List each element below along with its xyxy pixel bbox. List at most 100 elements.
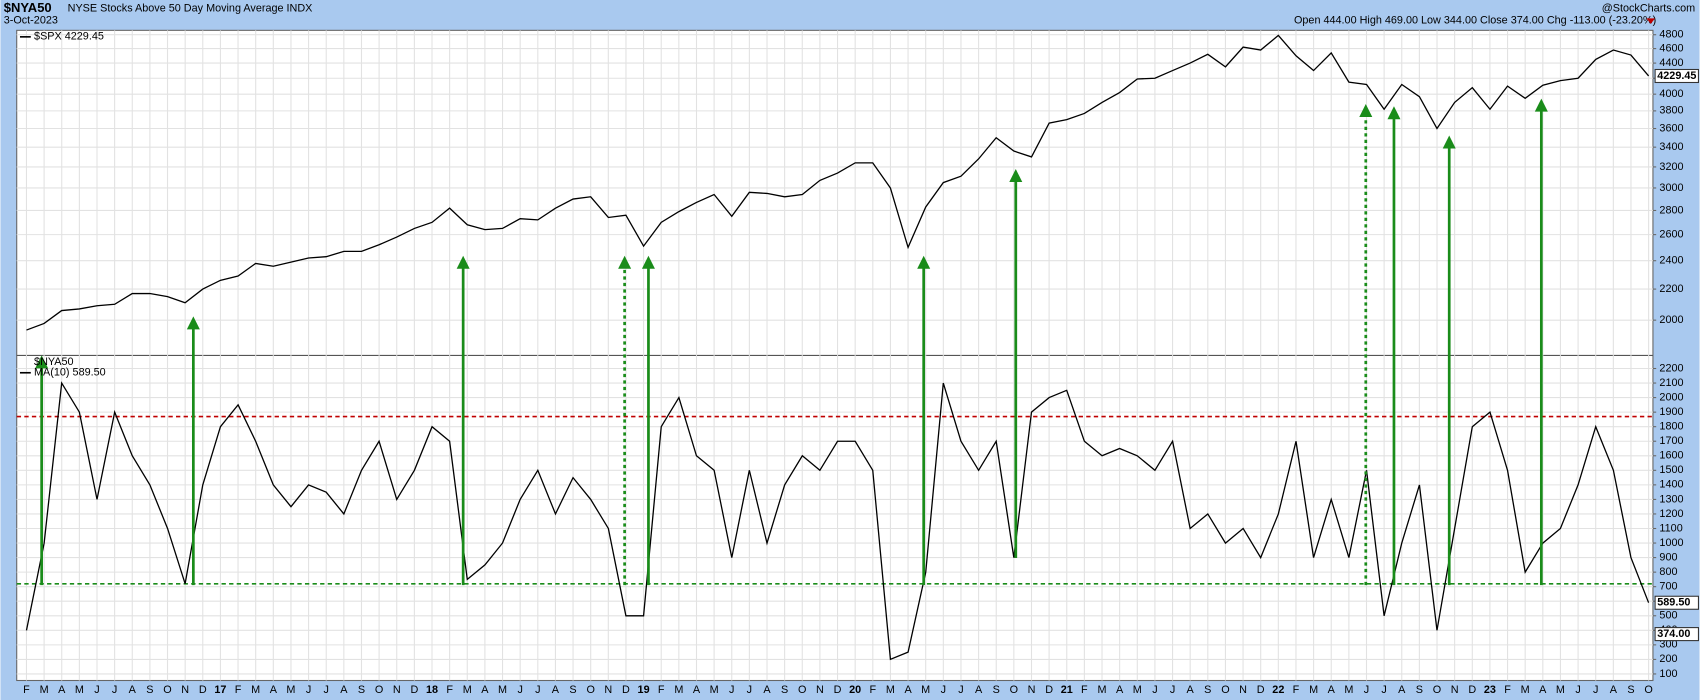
x-tick-label: M — [710, 684, 719, 696]
y-tick-label: 3800 — [1659, 105, 1683, 117]
x-tick-label: O — [1221, 684, 1229, 696]
symbol: $NYA50 — [4, 0, 52, 15]
x-tick-label: F — [446, 684, 453, 696]
x-tick-label: 17 — [214, 684, 226, 696]
end-label: 589.50 — [1657, 597, 1690, 609]
x-tick-label: 20 — [849, 684, 861, 696]
x-tick-label: J — [1575, 684, 1580, 696]
x-tick-label: O — [375, 684, 383, 696]
x-tick-label: A — [1610, 684, 1618, 696]
y-tick-label: 500 — [1659, 610, 1677, 622]
x-tick-label: O — [798, 684, 806, 696]
x-tick-label: N — [816, 684, 824, 696]
y-tick-label: 3600 — [1659, 122, 1683, 134]
x-tick-label: 21 — [1061, 684, 1073, 696]
x-tick-label: S — [1416, 684, 1423, 696]
y-tick-label: 200 — [1659, 653, 1677, 665]
y-tick-label: 1600 — [1659, 450, 1683, 462]
x-tick-label: M — [1133, 684, 1142, 696]
y-tick-label: 4000 — [1659, 88, 1683, 100]
y-tick-label: 900 — [1659, 551, 1677, 563]
x-tick-label: F — [1504, 684, 1511, 696]
y-tick-label: 4400 — [1659, 57, 1683, 69]
y-tick-label: 3200 — [1659, 161, 1683, 173]
title: NYSE Stocks Above 50 Day Moving Average … — [68, 3, 313, 15]
series-line — [25, 381, 1650, 661]
arrow-head — [456, 255, 470, 269]
x-tick-label: D — [410, 684, 418, 696]
x-tick-label: N — [1239, 684, 1247, 696]
signal-arrows — [35, 98, 1548, 586]
end-label-box — [1654, 627, 1699, 642]
legend-label: MA(10) 589.50 — [34, 367, 106, 379]
x-tick-label: D — [1257, 684, 1265, 696]
y-tick-label: 2800 — [1659, 204, 1683, 216]
x-tick-label: J — [1152, 684, 1157, 696]
x-tick-label: A — [1328, 684, 1336, 696]
y-tick-label: 4600 — [1659, 42, 1683, 54]
x-tick-label: A — [904, 684, 912, 696]
end-label-box — [1654, 595, 1699, 610]
y-tick-label: 800 — [1659, 566, 1677, 578]
x-tick-label: S — [1204, 684, 1211, 696]
x-tick-label: J — [729, 684, 734, 696]
arrow-head — [1359, 104, 1373, 118]
x-tick-label: F — [235, 684, 242, 696]
legend-label: $NYA50 — [34, 356, 74, 368]
x-tick-label: O — [1010, 684, 1018, 696]
x-tick-label: A — [552, 684, 560, 696]
y-tick-label: 1300 — [1659, 493, 1683, 505]
arrow-head — [618, 255, 632, 269]
x-tick-label: A — [1539, 684, 1547, 696]
x-tick-label: M — [921, 684, 930, 696]
x-tick-label: A — [481, 684, 489, 696]
x-tick-label: M — [1521, 684, 1530, 696]
y-tick-label: 2200 — [1659, 283, 1683, 295]
x-tick-label: N — [1451, 684, 1459, 696]
y-tick-label: 2100 — [1659, 377, 1683, 389]
x-tick-label: M — [674, 684, 683, 696]
x-tick-label: M — [75, 684, 84, 696]
x-tick-label: F — [1293, 684, 1300, 696]
y-tick-label: 2600 — [1659, 228, 1683, 240]
y-tick-label: 1400 — [1659, 479, 1683, 491]
x-tick-label: J — [1593, 684, 1598, 696]
x-tick-label: N — [604, 684, 612, 696]
x-tick-label: A — [1398, 684, 1406, 696]
y-tick-label: 1200 — [1659, 508, 1683, 520]
x-tick-label: M — [251, 684, 260, 696]
x-tick-label: D — [622, 684, 630, 696]
x-tick-label: M — [40, 684, 49, 696]
end-label-box — [1654, 68, 1699, 84]
y-tick-label: 1800 — [1659, 421, 1683, 433]
x-tick-label: S — [781, 684, 788, 696]
x-tick-label: A — [763, 684, 771, 696]
x-tick-label: A — [270, 684, 278, 696]
x-tick-label: J — [1381, 684, 1386, 696]
x-tick-label: D — [1045, 684, 1053, 696]
x-tick-label: O — [586, 684, 594, 696]
x-tick-label: A — [340, 684, 348, 696]
x-tick-label: F — [869, 684, 876, 696]
x-tick-label: 23 — [1484, 684, 1496, 696]
y-tick-label: 2200 — [1659, 362, 1683, 374]
x-tick-label: J — [517, 684, 522, 696]
x-tick-label: A — [693, 684, 701, 696]
legend-label: $SPX 4229.45 — [34, 31, 104, 43]
y-tick-label: 1100 — [1659, 522, 1682, 534]
x-tick-label: O — [1433, 684, 1441, 696]
arrow-head — [641, 255, 655, 269]
x-tick-label: D — [834, 684, 842, 696]
x-tick-label: M — [886, 684, 895, 696]
x-tick-label: 18 — [426, 684, 438, 696]
x-tick-label: M — [1556, 684, 1565, 696]
x-tick-label: J — [1170, 684, 1175, 696]
date: 3-Oct-2023 — [4, 14, 58, 26]
x-tick-label: M — [498, 684, 507, 696]
x-tick-label: 19 — [638, 684, 650, 696]
y-tick-label: 1500 — [1659, 464, 1683, 476]
end-label: 374.00 — [1657, 628, 1690, 640]
x-tick-label: M — [1098, 684, 1107, 696]
arrow-head — [1009, 169, 1023, 183]
